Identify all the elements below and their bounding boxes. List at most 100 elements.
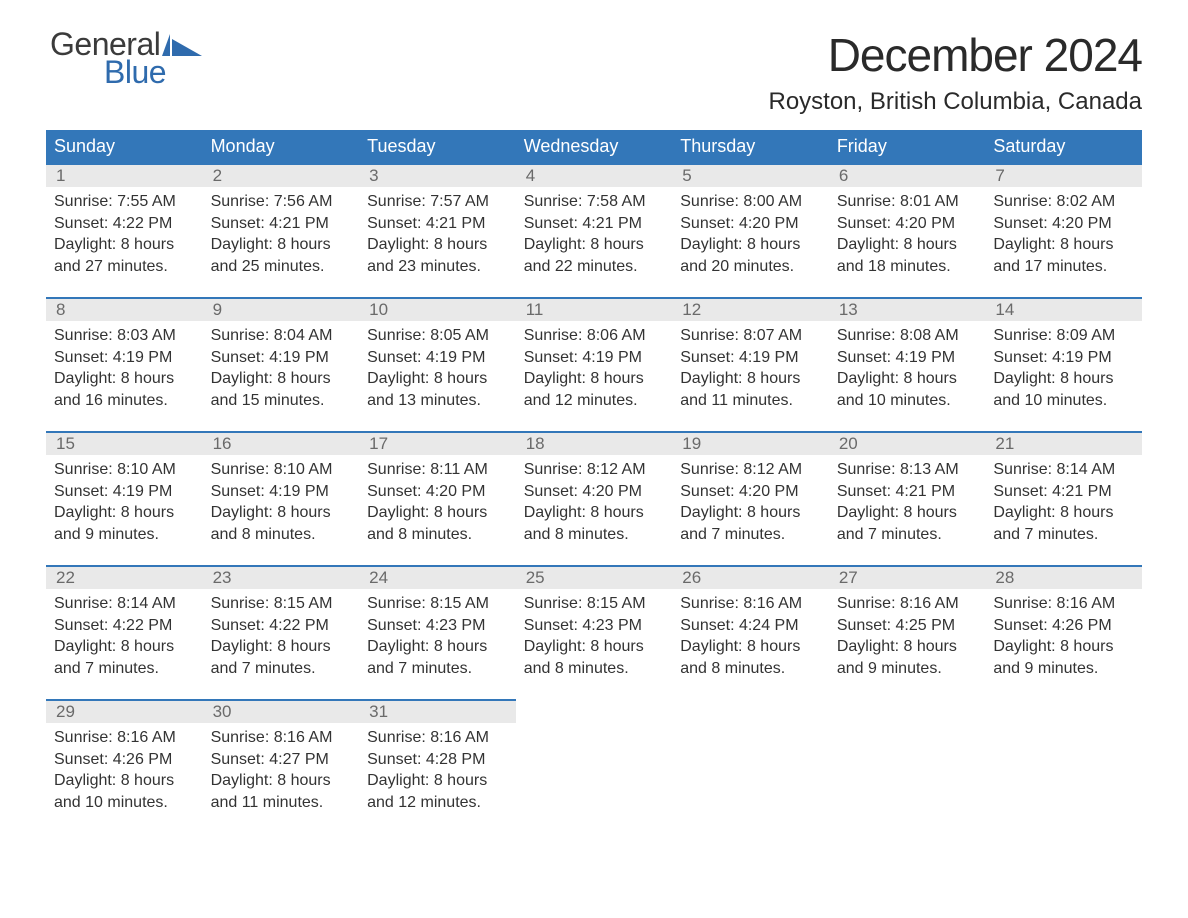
- day-number: 26: [674, 568, 701, 587]
- daylight-line-1: Daylight: 8 hours: [837, 234, 978, 256]
- sunrise-line: Sunrise: 8:16 AM: [993, 593, 1134, 615]
- daylight-line-2: and 7 minutes.: [993, 524, 1134, 546]
- daylight-line-1: Daylight: 8 hours: [54, 502, 195, 524]
- sunrise-line: Sunrise: 7:58 AM: [524, 191, 665, 213]
- sunrise-line: Sunrise: 8:13 AM: [837, 459, 978, 481]
- calendar-day-cell: 10 Sunrise: 8:05 AMSunset: 4:19 PMDayligh…: [359, 297, 516, 431]
- day-details: Sunrise: 8:04 AMSunset: 4:19 PMDaylight:…: [211, 325, 352, 413]
- daylight-line-1: Daylight: 8 hours: [837, 502, 978, 524]
- sunset-line: Sunset: 4:22 PM: [211, 615, 352, 637]
- daylight-line-1: Daylight: 8 hours: [837, 636, 978, 658]
- daylight-line-1: Daylight: 8 hours: [524, 502, 665, 524]
- sunset-line: Sunset: 4:19 PM: [367, 347, 508, 369]
- daylight-line-2: and 12 minutes.: [367, 792, 508, 814]
- day-number: 4: [518, 166, 535, 185]
- sunrise-line: Sunrise: 8:16 AM: [367, 727, 508, 749]
- sunrise-line: Sunrise: 8:16 AM: [837, 593, 978, 615]
- daylight-line-1: Daylight: 8 hours: [211, 234, 352, 256]
- calendar-week-row: 22 Sunrise: 8:14 AMSunset: 4:22 PMDayligh…: [46, 565, 1142, 699]
- day-details: Sunrise: 8:16 AMSunset: 4:28 PMDaylight:…: [367, 727, 508, 815]
- day-number-bar: 14: [985, 299, 1142, 321]
- day-number-bar: 1: [46, 165, 203, 187]
- day-details: Sunrise: 8:00 AMSunset: 4:20 PMDaylight:…: [680, 191, 821, 279]
- calendar-day-cell: 2Sunrise: 7:56 AMSunset: 4:21 PMDaylight…: [203, 163, 360, 297]
- daylight-line-1: Daylight: 8 hours: [524, 368, 665, 390]
- daylight-line-2: and 22 minutes.: [524, 256, 665, 278]
- day-details: Sunrise: 8:10 AMSunset: 4:19 PMDaylight:…: [211, 459, 352, 547]
- day-number: 14: [987, 300, 1014, 319]
- calendar-day-cell: 21Sunrise: 8:14 AMSunset: 4:21 PMDayligh…: [985, 431, 1142, 565]
- day-details: Sunrise: 8:15 AMSunset: 4:22 PMDaylight:…: [211, 593, 352, 681]
- calendar-day-cell: 20Sunrise: 8:13 AMSunset: 4:21 PMDayligh…: [829, 431, 986, 565]
- sunset-line: Sunset: 4:19 PM: [211, 481, 352, 503]
- sunrise-line: Sunrise: 8:08 AM: [837, 325, 978, 347]
- daylight-line-1: Daylight: 8 hours: [54, 234, 195, 256]
- day-details: Sunrise: 8:16 AMSunset: 4:26 PMDaylight:…: [993, 593, 1134, 681]
- day-number-bar: 30: [203, 701, 360, 723]
- day-number-bar: 5: [672, 165, 829, 187]
- sunset-line: Sunset: 4:19 PM: [524, 347, 665, 369]
- sunset-line: Sunset: 4:19 PM: [837, 347, 978, 369]
- daylight-line-2: and 10 minutes.: [993, 390, 1134, 412]
- day-number: 30: [205, 702, 232, 721]
- sunrise-line: Sunrise: 8:16 AM: [211, 727, 352, 749]
- sunset-line: Sunset: 4:20 PM: [524, 481, 665, 503]
- daylight-line-2: and 10 minutes.: [54, 792, 195, 814]
- daylight-line-1: Daylight: 8 hours: [367, 770, 508, 792]
- calendar-day-cell: 28 Sunrise: 8:16 AMSunset: 4:26 PMDayligh…: [985, 565, 1142, 699]
- calendar-day-cell: 19Sunrise: 8:12 AMSunset: 4:20 PMDayligh…: [672, 431, 829, 565]
- daylight-line-1: Daylight: 8 hours: [367, 502, 508, 524]
- day-details: Sunrise: 7:55 AMSunset: 4:22 PMDaylight:…: [54, 191, 195, 279]
- sunset-line: Sunset: 4:21 PM: [993, 481, 1134, 503]
- daylight-line-2: and 7 minutes.: [211, 658, 352, 680]
- calendar-day-cell: 7Sunrise: 8:02 AMSunset: 4:20 PMDaylight…: [985, 163, 1142, 297]
- sunrise-line: Sunrise: 8:01 AM: [837, 191, 978, 213]
- calendar-day-cell: 5 Sunrise: 8:00 AMSunset: 4:20 PMDaylight…: [672, 163, 829, 297]
- daylight-line-2: and 10 minutes.: [837, 390, 978, 412]
- day-details: Sunrise: 8:12 AMSunset: 4:20 PMDaylight:…: [524, 459, 665, 547]
- day-number: 28: [987, 568, 1014, 587]
- day-details: Sunrise: 8:12 AMSunset: 4:20 PMDaylight:…: [680, 459, 821, 547]
- sunrise-line: Sunrise: 7:57 AM: [367, 191, 508, 213]
- sunset-line: Sunset: 4:22 PM: [54, 615, 195, 637]
- daylight-line-2: and 8 minutes.: [211, 524, 352, 546]
- sunset-line: Sunset: 4:20 PM: [680, 481, 821, 503]
- day-details: Sunrise: 8:14 AMSunset: 4:21 PMDaylight:…: [993, 459, 1134, 547]
- day-number: 27: [831, 568, 858, 587]
- daylight-line-2: and 7 minutes.: [54, 658, 195, 680]
- sunset-line: Sunset: 4:20 PM: [680, 213, 821, 235]
- day-number: 24: [361, 568, 388, 587]
- calendar-day-cell: 12Sunrise: 8:07 AMSunset: 4:19 PMDayligh…: [672, 297, 829, 431]
- calendar-day-cell: 29Sunrise: 8:16 AMSunset: 4:26 PMDayligh…: [46, 699, 203, 833]
- daylight-line-2: and 23 minutes.: [367, 256, 508, 278]
- day-number: 3: [361, 166, 378, 185]
- daylight-line-2: and 11 minutes.: [211, 792, 352, 814]
- day-number-bar: 10: [359, 299, 516, 321]
- day-header: Friday: [829, 130, 986, 163]
- day-details: Sunrise: 8:08 AMSunset: 4:19 PMDaylight:…: [837, 325, 978, 413]
- calendar-day-cell: 9Sunrise: 8:04 AMSunset: 4:19 PMDaylight…: [203, 297, 360, 431]
- daylight-line-2: and 7 minutes.: [837, 524, 978, 546]
- day-number-bar: 17: [359, 433, 516, 455]
- day-number: 17: [361, 434, 388, 453]
- day-details: Sunrise: 8:16 AMSunset: 4:25 PMDaylight:…: [837, 593, 978, 681]
- day-details: Sunrise: 8:03 AMSunset: 4:19 PMDaylight:…: [54, 325, 195, 413]
- day-number-bar: 8: [46, 299, 203, 321]
- calendar-day-cell: 11Sunrise: 8:06 AMSunset: 4:19 PMDayligh…: [516, 297, 673, 431]
- sunrise-line: Sunrise: 7:55 AM: [54, 191, 195, 213]
- day-details: Sunrise: 8:14 AMSunset: 4:22 PMDaylight:…: [54, 593, 195, 681]
- day-number: 22: [48, 568, 75, 587]
- day-details: Sunrise: 8:05 AMSunset: 4:19 PMDaylight:…: [367, 325, 508, 413]
- day-details: Sunrise: 7:56 AMSunset: 4:21 PMDaylight:…: [211, 191, 352, 279]
- daylight-line-2: and 12 minutes.: [524, 390, 665, 412]
- daylight-line-2: and 15 minutes.: [211, 390, 352, 412]
- sunset-line: Sunset: 4:20 PM: [837, 213, 978, 235]
- daylight-line-1: Daylight: 8 hours: [680, 502, 821, 524]
- sunrise-line: Sunrise: 8:07 AM: [680, 325, 821, 347]
- title-block: December 2024 Royston, British Columbia,…: [768, 28, 1142, 116]
- day-number: 23: [205, 568, 232, 587]
- calendar-day-cell: 15Sunrise: 8:10 AMSunset: 4:19 PMDayligh…: [46, 431, 203, 565]
- sunset-line: Sunset: 4:25 PM: [837, 615, 978, 637]
- daylight-line-2: and 25 minutes.: [211, 256, 352, 278]
- day-number-bar: 15: [46, 433, 203, 455]
